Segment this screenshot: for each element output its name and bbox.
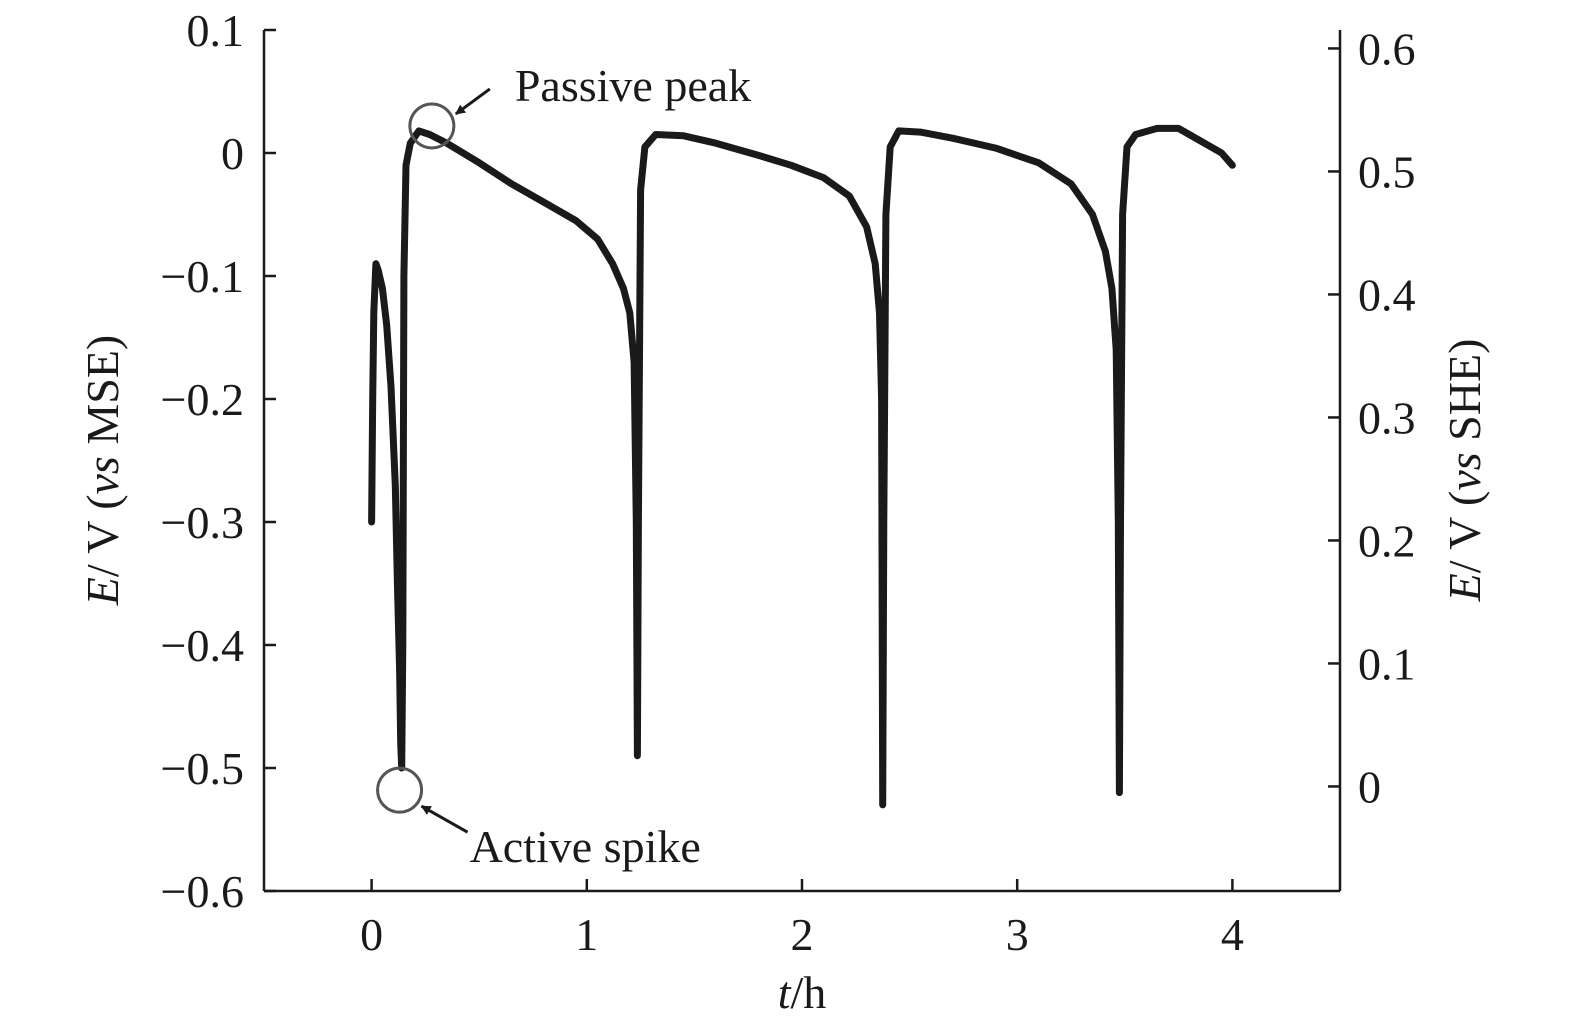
y-right-tick-label: 0 [1358, 761, 1381, 812]
x-tick-label: 0 [360, 909, 383, 960]
active-spike-circle [376, 766, 424, 814]
passive-peak-circle [408, 102, 456, 150]
y-left-tick-label: −0.4 [161, 620, 244, 671]
y-axis-left-ticks: 0.1 0 −0.1 −0.2 −0.3 −0.4 −0.5 −0.6 [161, 5, 276, 917]
x-axis-ticks: 0 1 2 3 4 [360, 879, 1244, 960]
active-spike-arrow [420, 804, 469, 834]
passive-peak-arrow [454, 87, 491, 116]
x-tick-label: 3 [1006, 909, 1029, 960]
y-left-tick-label: −0.1 [161, 251, 244, 302]
y-right-tick-label: 0.1 [1358, 638, 1416, 689]
y-axis-right-ticks: 0.6 0.5 0.4 0.3 0.2 0.1 0 [1328, 23, 1416, 812]
y-left-tick-label: 0 [221, 128, 244, 179]
y-left-tick-label: −0.2 [161, 374, 244, 425]
y-left-tick-label: −0.3 [161, 497, 244, 548]
y-axis-right-title: E/ V (vs SHE) [1439, 339, 1490, 603]
y-right-tick-label: 0.6 [1358, 23, 1416, 74]
annotations: Passive peak Active spike [376, 60, 751, 872]
x-axis-title: t/h [778, 967, 827, 1018]
y-right-tick-label: 0.4 [1358, 269, 1416, 320]
x-tick-label: 4 [1221, 909, 1244, 960]
passive-peak-label: Passive peak [515, 60, 751, 111]
y-right-tick-label: 0.5 [1358, 146, 1416, 197]
y-left-tick-label: −0.5 [161, 743, 244, 794]
plot-area [368, 124, 1236, 809]
x-tick-label: 2 [791, 909, 814, 960]
axes [262, 30, 1342, 893]
y-left-tick-label: −0.6 [161, 866, 244, 917]
y-axis-left-title: E/ V (vs MSE) [77, 335, 128, 607]
x-tick-label: 1 [575, 909, 598, 960]
y-right-tick-label: 0.3 [1358, 392, 1416, 443]
potential-series-line [368, 124, 1236, 809]
y-left-tick-label: 0.1 [187, 5, 245, 56]
y-right-tick-label: 0.2 [1358, 515, 1416, 566]
active-spike-label: Active spike [470, 821, 701, 872]
